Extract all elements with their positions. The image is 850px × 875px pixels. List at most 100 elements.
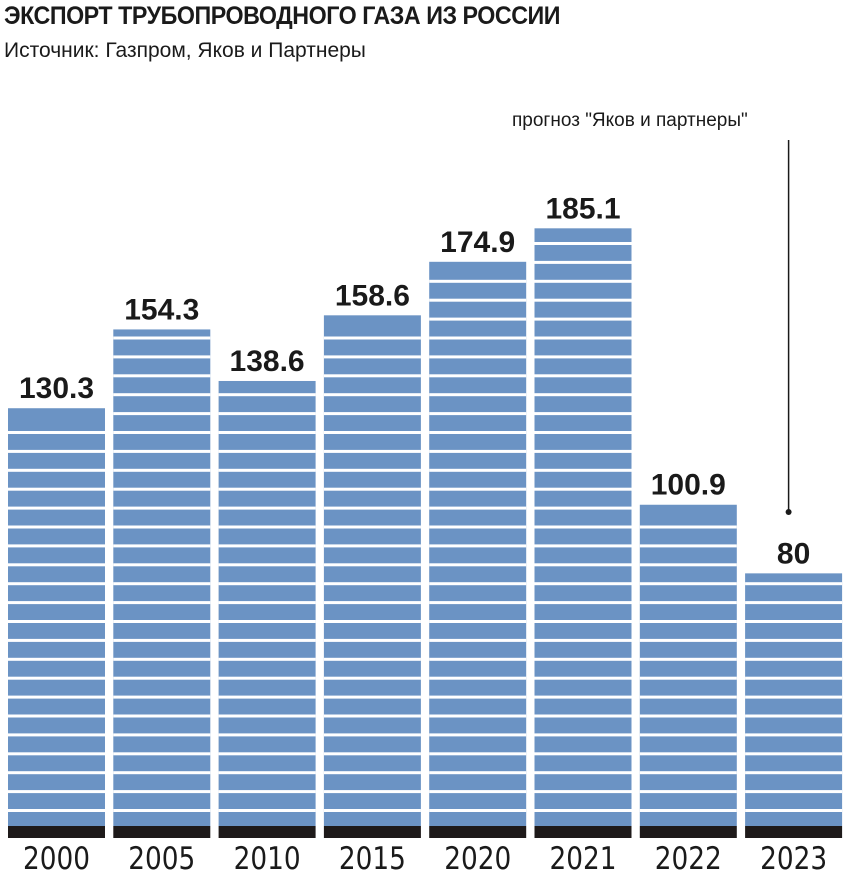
bar-stripe bbox=[429, 790, 527, 794]
bar-stripe bbox=[218, 752, 316, 756]
data-label: 174.9 bbox=[440, 226, 515, 259]
bar-stripe bbox=[113, 676, 211, 680]
bar-stripe bbox=[639, 620, 737, 623]
bar-stripe bbox=[429, 355, 527, 359]
bar-stripe bbox=[534, 563, 632, 567]
bar-stripe bbox=[534, 298, 632, 302]
bar-stripe bbox=[639, 563, 737, 567]
bar-stripe bbox=[8, 582, 105, 586]
bar-base bbox=[534, 826, 632, 838]
x-tick-label: 2000 bbox=[23, 840, 90, 875]
bar-stripe bbox=[745, 695, 843, 699]
bar-stripe bbox=[429, 638, 527, 642]
bar-stripe bbox=[429, 298, 527, 302]
bar-stripe bbox=[323, 431, 421, 434]
bar-stripe bbox=[218, 676, 316, 680]
bar-stripe bbox=[113, 620, 211, 623]
bar-stripe bbox=[218, 544, 316, 548]
bar-stripe bbox=[323, 676, 421, 680]
bar-stripe bbox=[639, 809, 737, 812]
data-label: 80 bbox=[777, 537, 810, 570]
bar-stripe bbox=[534, 279, 632, 283]
forecast-annotation: прогноз "Яков и партнеры" bbox=[512, 110, 748, 131]
bar-stripe bbox=[429, 393, 527, 397]
bar-stripe bbox=[113, 468, 211, 472]
bar-stripe bbox=[323, 771, 421, 775]
bar-stripe bbox=[323, 506, 421, 510]
bar-stripe bbox=[323, 336, 421, 340]
bar-stripe bbox=[745, 733, 843, 737]
bar-stripe bbox=[113, 336, 211, 340]
bar-stripe bbox=[745, 638, 843, 642]
bar-stripe bbox=[429, 525, 527, 529]
bar bbox=[323, 315, 421, 826]
bar-stripe bbox=[429, 657, 527, 661]
bar-stripe bbox=[8, 771, 105, 775]
bar-stripe bbox=[8, 431, 105, 434]
bar-stripe bbox=[218, 449, 316, 453]
bar-stripe bbox=[534, 714, 632, 718]
bar-stripe bbox=[113, 809, 211, 812]
bar bbox=[429, 261, 527, 826]
bar-stripe bbox=[429, 771, 527, 775]
bar-stripe bbox=[113, 563, 211, 567]
bar-stripe bbox=[113, 582, 211, 586]
bar-stripe bbox=[218, 431, 316, 434]
bar-stripe bbox=[8, 544, 105, 548]
bar-stripe bbox=[745, 657, 843, 661]
bar-stripe bbox=[534, 431, 632, 434]
bar-stripe bbox=[639, 771, 737, 775]
bar-stripe bbox=[113, 544, 211, 548]
bar-stripe bbox=[429, 563, 527, 567]
bar-stripe bbox=[218, 771, 316, 775]
data-label: 130.3 bbox=[19, 372, 94, 405]
bar-stripe bbox=[534, 412, 632, 416]
bar-stripe bbox=[323, 657, 421, 661]
bar-stripe bbox=[745, 790, 843, 794]
bar-stripe bbox=[639, 733, 737, 737]
bar-stripe bbox=[534, 620, 632, 623]
bar-stripe bbox=[745, 809, 843, 812]
bar-stripe bbox=[745, 601, 843, 605]
bar bbox=[8, 408, 105, 826]
bar-stripe bbox=[534, 525, 632, 529]
bar-stripe bbox=[534, 544, 632, 548]
bar-stripe bbox=[8, 487, 105, 491]
bar-stripe bbox=[218, 695, 316, 699]
bar-stripe bbox=[323, 468, 421, 472]
bar-stripe bbox=[534, 695, 632, 699]
bar-stripe bbox=[218, 714, 316, 718]
x-tick-label: 2022 bbox=[655, 840, 722, 875]
bar-stripe bbox=[429, 374, 527, 378]
bar-stripe bbox=[429, 317, 527, 321]
bar-stripe bbox=[534, 336, 632, 340]
bar-base bbox=[639, 826, 737, 838]
bar-stripe bbox=[429, 279, 527, 283]
bar-stripe bbox=[534, 771, 632, 775]
bar-stripe bbox=[429, 752, 527, 756]
bar-stripe bbox=[8, 752, 105, 756]
bar-stripe bbox=[745, 582, 843, 586]
bar-stripe bbox=[218, 506, 316, 510]
bar-stripe bbox=[8, 620, 105, 623]
bar-stripe bbox=[113, 752, 211, 756]
bar-stripe bbox=[113, 449, 211, 453]
bar-stripe bbox=[745, 676, 843, 680]
bar-stripe bbox=[113, 601, 211, 605]
bar-stripe bbox=[8, 638, 105, 642]
bar-stripe bbox=[218, 525, 316, 529]
bar-stripe bbox=[534, 733, 632, 737]
bar-stripe bbox=[745, 620, 843, 623]
bar-stripe bbox=[323, 620, 421, 623]
bar-stripe bbox=[745, 771, 843, 775]
bar-stripe bbox=[113, 355, 211, 359]
bar-base bbox=[429, 826, 527, 838]
bar-stripe bbox=[534, 676, 632, 680]
bar-stripe bbox=[8, 809, 105, 812]
bar-stripe bbox=[323, 374, 421, 378]
bar-stripe bbox=[429, 714, 527, 718]
bar-stripe bbox=[429, 582, 527, 586]
bar-stripe bbox=[113, 374, 211, 378]
bar-stripe bbox=[113, 487, 211, 491]
